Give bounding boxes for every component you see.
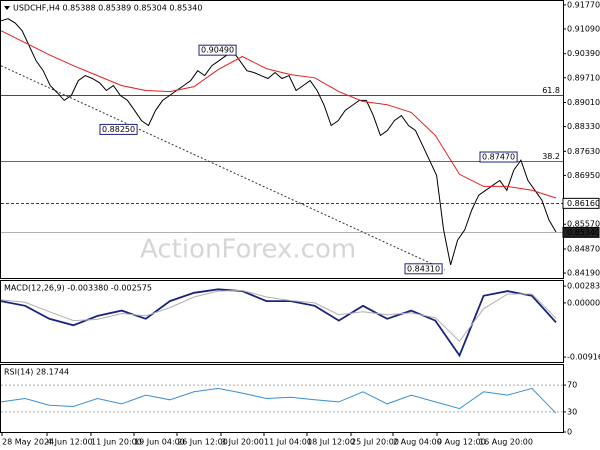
x-tick-label: 11 Jun 20:00 — [91, 438, 142, 447]
watermark: ActionForex.com — [140, 235, 356, 265]
y-tick-label: 0.84870 — [567, 244, 600, 253]
fib-label: 38.2 — [542, 152, 560, 161]
x-tick-label: 16 Aug 20:00 — [479, 438, 533, 447]
price-annotation: 0.90490 — [201, 46, 234, 55]
series-line — [0, 387, 557, 414]
y-tick-label: 0.88330 — [567, 122, 600, 131]
x-tick-label: 2 Aug 04:00 — [393, 438, 442, 447]
menu-arrow — [4, 6, 10, 10]
series-line — [0, 289, 557, 343]
price-annotation-box — [479, 151, 518, 163]
y-tick-label: -0.009161 — [567, 353, 600, 362]
macd-panel — [0, 280, 564, 363]
x-tick-label: 4 Jun 12:00 — [47, 438, 93, 447]
x-tick-label: 18 Jul 12:00 — [307, 438, 355, 447]
y-tick-label: 0 — [567, 428, 572, 437]
rsi-panel — [0, 364, 564, 433]
price-box — [562, 226, 600, 238]
chart-title: USDCHF,H4 0.85388 0.85389 0.85304 0.8534… — [13, 4, 202, 13]
series-line — [0, 30, 557, 199]
y-tick-label: 0.89710 — [567, 73, 600, 82]
trendline — [0, 65, 446, 271]
fib-label: 61.8 — [542, 86, 560, 95]
y-tick-label: 0.91090 — [567, 24, 600, 33]
x-tick-label: 19 Jun 04:00 — [134, 438, 185, 447]
y-tick-label: 0.86950 — [567, 171, 600, 180]
y-tick-label: 0.85570 — [567, 220, 600, 229]
macd-label: MACD(12,26,9) -0.003380 -0.002575 — [4, 284, 152, 293]
price-annotation: 0.87470 — [482, 153, 515, 162]
x-tick-label: 3 Jul 20:00 — [221, 438, 264, 447]
y-tick-label: 0.90390 — [567, 49, 600, 58]
price-label: 0.85340 — [567, 228, 600, 237]
x-tick-label: 25 Jul 20:00 — [351, 438, 399, 447]
x-tick-label: 26 Jun 12:00 — [177, 438, 228, 447]
x-tick-label: 11 Jul 04:00 — [264, 438, 312, 447]
y-tick-label: 0.87630 — [567, 147, 600, 156]
price-box — [562, 197, 600, 209]
price-label: 0.86160 — [567, 199, 600, 208]
y-tick-label: 0.002835 — [567, 282, 600, 291]
y-tick-label: 30 — [567, 407, 577, 416]
price-annotation-box — [99, 123, 138, 135]
main-panel — [0, 0, 564, 279]
series-line — [0, 18, 557, 266]
price-annotation: 0.88250 — [102, 125, 135, 134]
price-annotation: 0.84310 — [407, 264, 440, 273]
x-tick-label: 9 Aug 12:00 — [437, 438, 486, 447]
price-annotation-box — [404, 263, 443, 275]
y-tick-label: 0.00000 — [567, 298, 600, 307]
y-tick-label: 0.91770 — [567, 0, 600, 9]
rsi-label: RSI(14) 28.1744 — [4, 368, 69, 377]
y-tick-label: 70 — [567, 381, 577, 390]
x-tick-label: 28 May 2024 — [2, 438, 54, 447]
y-tick-label: 0.89010 — [567, 98, 600, 107]
y-tick-label: 0.84190 — [567, 269, 600, 278]
series-line — [0, 288, 557, 358]
price-annotation-box — [198, 44, 237, 56]
